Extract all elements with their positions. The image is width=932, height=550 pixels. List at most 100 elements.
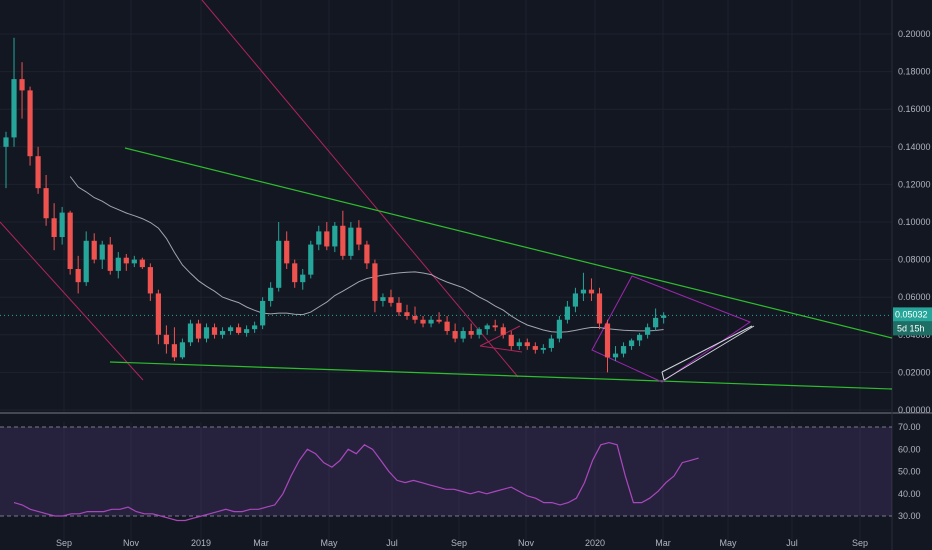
candle-body — [508, 334, 514, 347]
candle-body — [19, 79, 25, 91]
price-tick-label: 0.18000 — [898, 67, 931, 77]
countdown-text: 5d 15h — [897, 323, 925, 333]
candle-body — [211, 327, 218, 335]
candle-body — [276, 240, 282, 288]
time-tick-label: Jul — [386, 538, 398, 548]
candle-body — [51, 218, 57, 238]
candle-body — [91, 240, 97, 260]
candle-body — [11, 79, 17, 138]
candle-body — [388, 297, 394, 303]
candle-body — [3, 137, 9, 147]
candle-body — [107, 244, 113, 271]
time-tick-label: Nov — [123, 538, 140, 548]
candle-body — [476, 329, 482, 335]
candle-body — [179, 342, 186, 358]
candle-body — [115, 257, 121, 271]
candle-body — [372, 263, 378, 301]
price-tick-label: 0.14000 — [898, 142, 931, 152]
rsi-tick-label: 30.00 — [898, 511, 921, 521]
candle-body — [59, 212, 65, 238]
drawings — [0, 0, 893, 390]
candle-body — [219, 331, 226, 335]
wedge-edge — [661, 371, 665, 381]
candles — [3, 37, 667, 373]
candle-body — [332, 225, 338, 247]
candle-body — [628, 340, 635, 347]
candle-body — [67, 212, 73, 269]
candle-body — [356, 227, 362, 245]
candle-body — [284, 240, 290, 264]
candle-body — [27, 90, 33, 157]
price-tick-label: 0.12000 — [898, 179, 931, 189]
red-channel-line-lower — [0, 221, 144, 381]
wedge-lower — [663, 325, 755, 381]
green-support-line — [109, 361, 893, 390]
candle-body — [604, 323, 611, 358]
rsi-tick-label: 50.00 — [898, 467, 921, 477]
time-tick-label: Nov — [518, 538, 535, 548]
candle-body — [620, 346, 627, 354]
candle-body — [139, 259, 145, 268]
candle-body — [35, 156, 41, 189]
candle-body — [444, 321, 450, 332]
candle-body — [380, 297, 386, 301]
candle-body — [412, 316, 418, 320]
price-tick-label: 0.10000 — [898, 217, 931, 227]
candle-body — [244, 329, 250, 333]
candle-body — [83, 240, 89, 283]
time-tick-label: Mar — [655, 538, 671, 548]
time-tick-label: 2019 — [191, 538, 211, 548]
candle-body — [524, 342, 530, 347]
time-tick-label: Sep — [451, 538, 467, 548]
rsi-tick-label: 70.00 — [898, 422, 921, 432]
candle-body — [123, 257, 129, 264]
purple-triangle — [591, 275, 752, 383]
candle-body — [171, 344, 178, 358]
last-price-text: 0.05032 — [895, 309, 928, 319]
rsi-band-fill — [0, 427, 892, 516]
red-channel-line-upper — [201, 0, 519, 378]
candle-body — [227, 327, 234, 332]
candle-body — [428, 319, 434, 324]
candle-body — [653, 317, 659, 328]
candle-body — [572, 293, 579, 307]
time-axis[interactable]: Sep Nov 2019 Mar May Jul Sep Nov 2020 Mar May Jul Se… — [56, 538, 868, 548]
candle-body — [235, 327, 242, 333]
candle-body — [548, 338, 554, 348]
candle-body — [661, 315, 667, 318]
candle-body — [155, 293, 161, 335]
last-price-badge — [893, 307, 932, 322]
candle-body — [588, 289, 595, 294]
candle-body — [308, 244, 314, 275]
candle-body — [99, 244, 105, 260]
candle-body — [75, 269, 81, 283]
time-tick-label: 2020 — [585, 538, 605, 548]
rsi-polyline — [13, 441, 699, 522]
candle-body — [540, 347, 546, 350]
candle-body — [645, 327, 651, 335]
ma-line — [69, 176, 664, 333]
candle-body — [492, 325, 498, 328]
candle-body — [612, 353, 619, 358]
price-tick-label: 0.06000 — [898, 292, 931, 302]
candle-body — [452, 331, 458, 339]
time-tick-label: Sep — [852, 538, 868, 548]
candle-body — [532, 346, 538, 350]
green-resistance-line — [124, 147, 893, 339]
candle-body — [596, 293, 603, 324]
rsi-tick-label: 40.00 — [898, 489, 921, 499]
candle-body — [404, 312, 410, 316]
price-tick-label: 0.16000 — [898, 104, 931, 114]
countdown-badge — [893, 321, 932, 336]
rsi-band — [0, 314, 892, 517]
candle-body — [364, 244, 370, 264]
candle-body — [195, 323, 202, 339]
candle-body — [300, 274, 306, 283]
time-tick-label: Sep — [56, 538, 72, 548]
small-triangle-line — [479, 325, 521, 347]
candle-body — [292, 263, 298, 283]
candle-body — [500, 327, 506, 335]
candle-body — [516, 342, 522, 347]
